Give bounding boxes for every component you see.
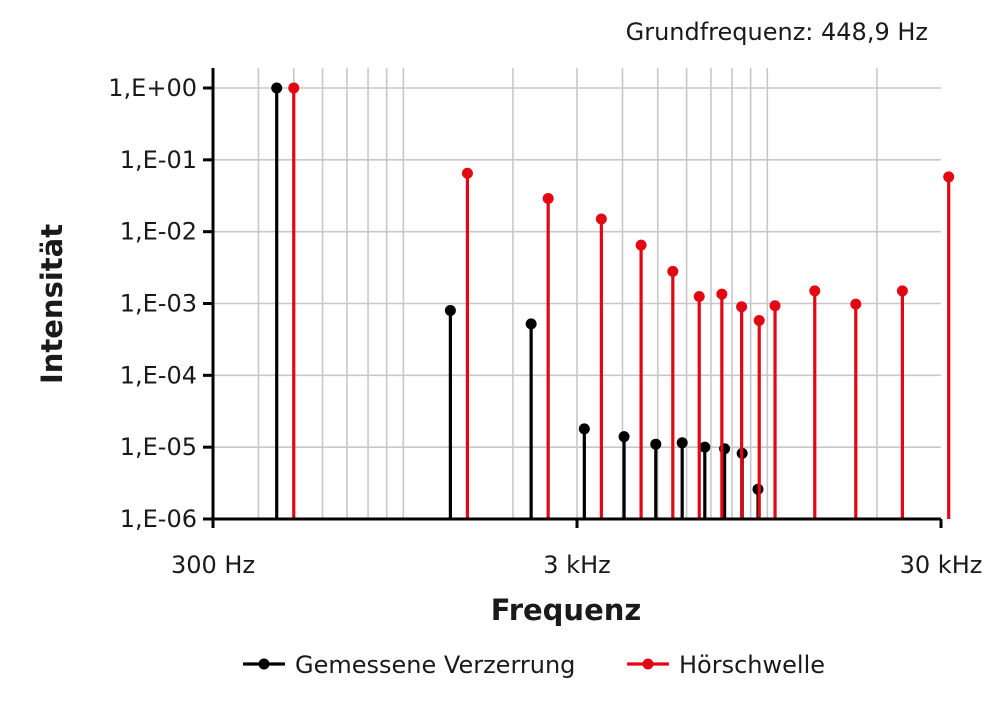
y-tick-label: 1,E-04 — [120, 361, 197, 389]
stem-marker — [650, 438, 662, 450]
stem-marker — [769, 300, 781, 312]
series-1 — [271, 82, 764, 519]
legend-label: Hörschwelle — [679, 651, 825, 679]
x-tick-label: 3 kHz — [543, 551, 610, 579]
stem-marker — [736, 301, 748, 313]
legend-label: Gemessene Verzerrung — [295, 651, 575, 679]
legend-marker — [642, 658, 654, 670]
stem-marker — [595, 213, 607, 225]
stem-marker — [896, 285, 908, 297]
stem-marker — [676, 437, 688, 449]
stem-marker — [271, 82, 283, 94]
legend-marker — [258, 658, 270, 670]
series-layer — [271, 82, 955, 519]
legend-item-1: Gemessene Verzerrung — [243, 651, 575, 679]
stem-marker — [461, 167, 473, 179]
y-tick-label: 1,E-01 — [120, 146, 197, 174]
x-tick-label: 30 kHz — [900, 551, 983, 579]
stem-marker — [716, 288, 728, 300]
stem-marker — [699, 441, 711, 453]
y-tick-label: 1,E+00 — [108, 74, 197, 102]
y-tick-label: 1,E-05 — [120, 433, 197, 461]
y-axis-title: Intensität — [35, 224, 69, 384]
stem-marker — [618, 431, 630, 443]
stem-marker — [635, 239, 647, 251]
stem-marker — [525, 318, 537, 330]
stem-marker — [578, 423, 590, 435]
stem-marker — [943, 171, 955, 183]
stem-marker — [850, 298, 862, 310]
series-2 — [288, 82, 955, 519]
grid — [213, 68, 941, 519]
axes — [203, 68, 943, 528]
stem-marker — [288, 82, 300, 94]
stem-marker — [542, 192, 554, 204]
stem-marker — [753, 314, 765, 326]
legend: Gemessene Verzerrung Hörschwelle — [243, 651, 825, 679]
tick-labels: 1,E+00 1,E-01 1,E-02 1,E-03 1,E-04 1,E-05 1,E-… — [108, 74, 982, 579]
x-tick-label: 300 Hz — [171, 551, 255, 579]
y-tick-label: 1,E-03 — [120, 290, 197, 318]
stem-marker — [693, 291, 705, 303]
x-axis-title: Frequenz — [491, 593, 642, 627]
stem-marker — [809, 285, 821, 297]
y-tick-label: 1,E-02 — [120, 218, 197, 246]
legend-item-2: Hörschwelle — [627, 651, 825, 679]
stem-marker — [667, 265, 679, 277]
chart-subtitle: Grundfrequenz: 448,9 Hz — [626, 18, 928, 46]
y-tick-label: 1,E-06 — [120, 505, 197, 533]
stem-marker — [444, 304, 456, 316]
